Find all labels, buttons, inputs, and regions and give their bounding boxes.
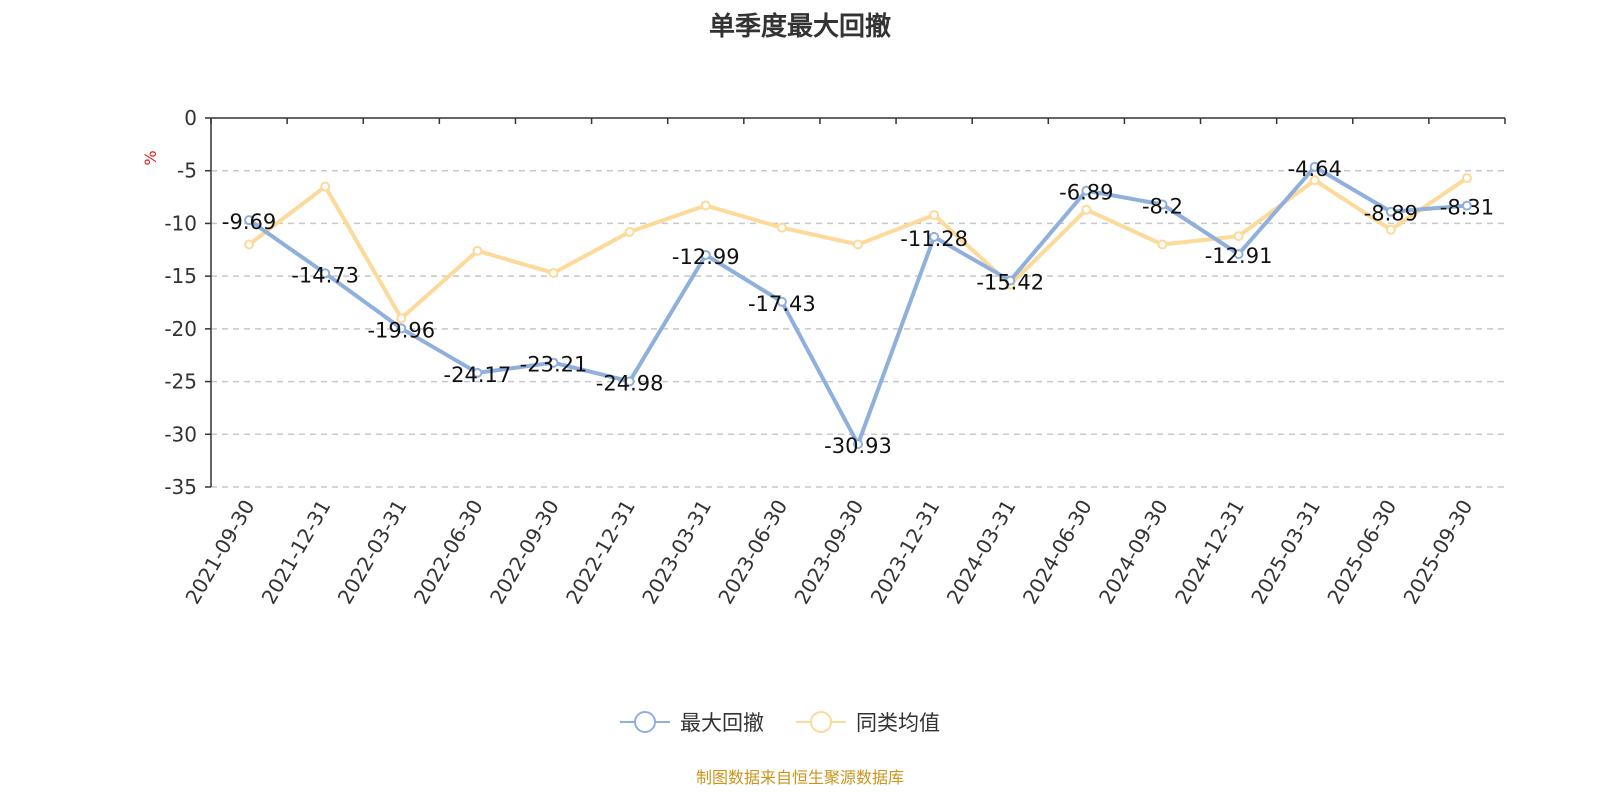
x-tick-label: 2024-12-31	[1170, 496, 1249, 609]
data-point	[624, 226, 635, 237]
x-tick-label: 2025-06-30	[1322, 496, 1401, 609]
data-point	[1461, 200, 1472, 211]
data-label: -17.43	[748, 292, 816, 316]
data-point	[396, 313, 407, 324]
data-point	[929, 209, 940, 220]
data-label: -30.93	[824, 434, 892, 458]
chart-title: 单季度最大回撤	[708, 12, 891, 42]
y-tick-label: -15	[164, 264, 197, 288]
data-point	[1081, 204, 1092, 215]
data-label: -24.98	[596, 371, 664, 395]
data-point	[700, 200, 711, 211]
y-axis-label: %	[141, 150, 160, 165]
x-tick-label: 2021-09-30	[180, 496, 259, 609]
y-tick-label: -35	[164, 475, 197, 499]
x-tick-label: 2023-06-30	[713, 496, 792, 609]
data-label: -11.28	[900, 227, 968, 251]
data-label: -12.99	[672, 245, 740, 269]
y-tick-label: -5	[177, 159, 197, 183]
data-point	[1233, 249, 1244, 260]
data-point	[1385, 224, 1396, 235]
data-point	[700, 249, 711, 260]
x-tick-label: 2024-03-31	[942, 496, 1021, 609]
data-point	[1309, 175, 1320, 186]
data-point	[776, 222, 787, 233]
data-point	[1461, 173, 1472, 184]
data-label: -8.2	[1142, 194, 1183, 218]
x-tick-label: 2021-12-31	[257, 496, 336, 609]
data-point	[776, 296, 787, 307]
source-note: 制图数据来自恒生聚源数据库	[695, 768, 904, 787]
data-label: -23.21	[520, 353, 588, 377]
x-tick-label: 2024-06-30	[1018, 496, 1097, 609]
data-label: -4.64	[1288, 157, 1342, 181]
data-point	[929, 231, 940, 242]
y-tick-label: -30	[164, 422, 197, 446]
y-tick-label: -25	[164, 370, 197, 394]
series-line	[247, 164, 1468, 447]
data-point	[244, 239, 255, 250]
data-label: -24.17	[444, 363, 512, 387]
y-tick-label: -10	[164, 211, 197, 235]
data-point	[320, 181, 331, 192]
data-point	[1081, 185, 1092, 196]
data-point	[472, 367, 483, 378]
x-tick-label: 2022-06-30	[409, 495, 488, 608]
data-label: -9.69	[222, 210, 276, 234]
data-point	[244, 215, 255, 226]
legend-label: 同类均值	[856, 711, 940, 735]
x-tick-label: 2023-09-30	[789, 496, 868, 609]
x-tick-label: 2022-12-31	[561, 496, 640, 609]
data-point	[1157, 199, 1168, 210]
data-point	[320, 268, 331, 279]
data-label: -15.42	[976, 271, 1044, 295]
y-tick-label: 0	[184, 106, 197, 130]
x-tick-label: 2025-09-30	[1398, 496, 1477, 609]
x-tick-label: 2022-09-30	[485, 496, 564, 609]
legend-marker	[634, 711, 656, 733]
data-point	[1005, 275, 1016, 286]
data-point	[1385, 206, 1396, 217]
y-tick-label: -20	[164, 317, 197, 341]
data-label: -14.73	[291, 263, 359, 287]
data-point	[853, 239, 863, 250]
data-label: -12.91	[1205, 244, 1273, 268]
data-point	[1157, 239, 1168, 250]
data-point	[1233, 231, 1244, 242]
data-point	[472, 245, 483, 256]
data-label: -8.89	[1364, 202, 1418, 226]
data-label: -8.31	[1440, 196, 1494, 220]
x-tick-label: 2024-09-30	[1094, 496, 1173, 609]
legend-marker	[810, 711, 832, 733]
x-tick-label: 2023-12-31	[866, 496, 945, 609]
data-label: -6.89	[1059, 181, 1113, 205]
data-point	[624, 376, 635, 387]
data-label: -19.96	[367, 318, 435, 342]
x-tick-label: 2023-03-31	[637, 496, 716, 609]
x-tick-label: 2022-03-31	[333, 496, 412, 609]
data-point	[853, 439, 863, 450]
data-point	[548, 357, 559, 368]
data-point	[548, 267, 559, 278]
x-tick-label: 2025-03-31	[1246, 496, 1325, 609]
data-point	[396, 323, 407, 334]
data-point	[1309, 161, 1320, 172]
legend-label: 最大回撤	[680, 711, 764, 735]
